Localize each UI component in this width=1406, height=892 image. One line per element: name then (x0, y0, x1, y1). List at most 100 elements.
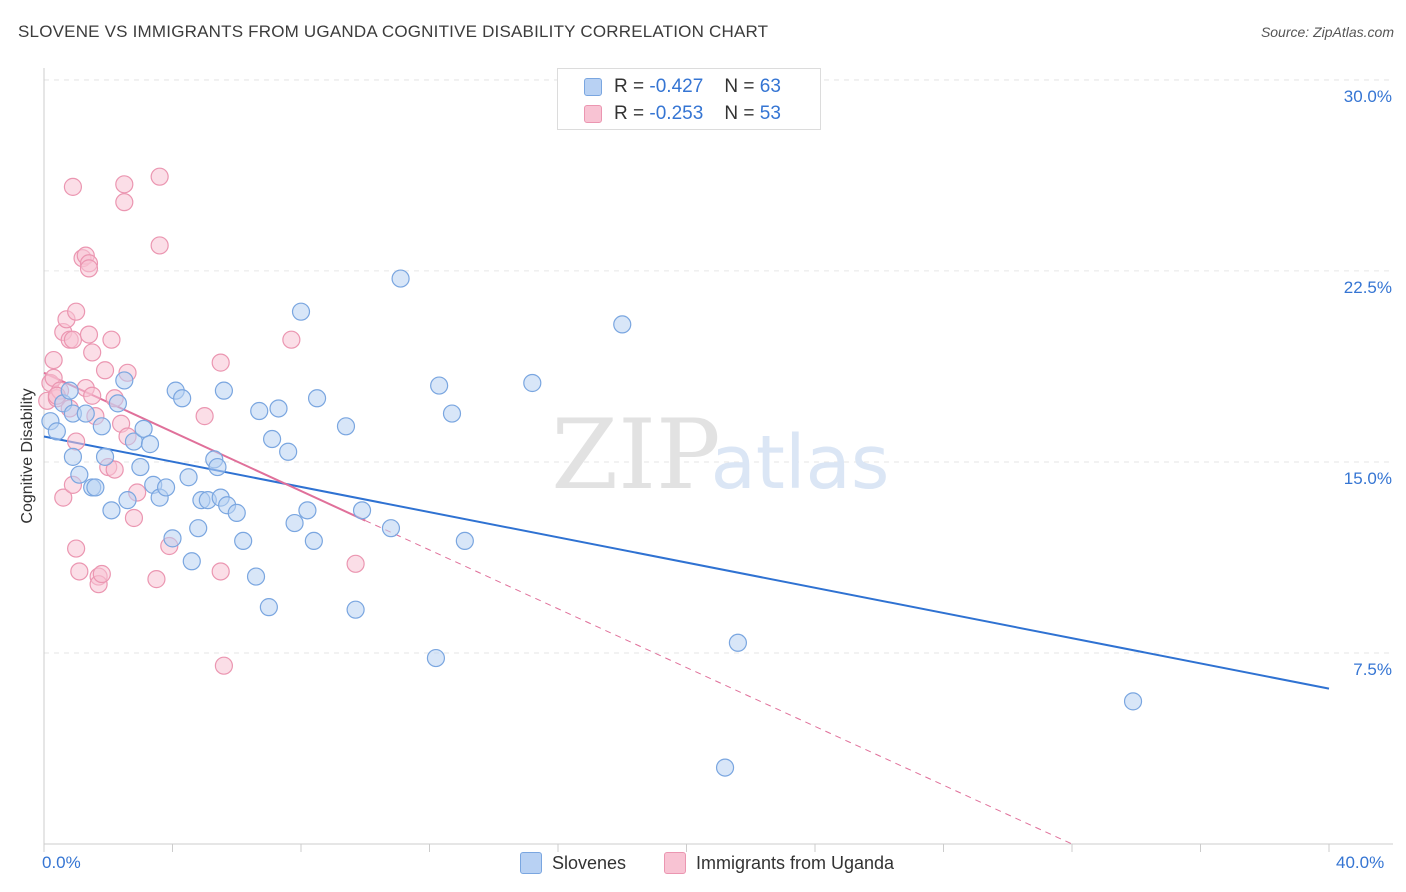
slovenes-points (41, 269, 1143, 777)
gridlines (44, 79, 1393, 654)
slovenes-point-15 (118, 491, 137, 510)
slovenes-legend-swatch (520, 852, 542, 875)
r-label: R = (614, 76, 645, 97)
trendline-2 (365, 520, 1073, 845)
uganda-point-17 (70, 562, 89, 581)
slovenes-point-62 (1123, 692, 1143, 711)
slovenes-point-1 (47, 422, 66, 441)
slovenes-point-38 (246, 567, 266, 586)
x-tick-label-min: 0.0% (42, 853, 81, 872)
slovenes-point-48 (307, 389, 327, 408)
slovenes-point-56 (442, 404, 462, 423)
slovenes-point-46 (298, 501, 317, 520)
slovenes-swatch (584, 78, 602, 96)
slovenes-point-54 (426, 648, 446, 668)
watermark-zip: ZIP (551, 399, 720, 511)
slovenes-point-40 (259, 598, 278, 617)
n-label: N = (724, 103, 755, 124)
uganda-point-46 (211, 353, 230, 372)
slovenes-point-7 (76, 404, 95, 423)
slovenes-point-5 (63, 447, 83, 466)
slovenes-point-17 (131, 457, 150, 477)
slovenes-point-57 (455, 531, 474, 551)
slovenes-point-19 (140, 435, 160, 454)
axes (43, 68, 1393, 852)
slovenes-point-61 (728, 633, 748, 652)
slovenes-point-9 (86, 478, 105, 497)
slovenes-point-23 (163, 529, 182, 548)
slovenes-point-52 (381, 519, 401, 538)
uganda-point-25 (83, 386, 102, 405)
slovenes-point-36 (227, 503, 246, 522)
uganda-point-43 (150, 167, 169, 186)
slovenes-point-25 (173, 389, 192, 408)
uganda-point-41 (147, 570, 166, 589)
slovenes-point-22 (156, 478, 176, 497)
slovenes-point-14 (115, 371, 134, 390)
r-label: R = (614, 103, 645, 124)
slovenes-point-13 (108, 394, 127, 413)
uganda-point-42 (150, 236, 169, 255)
uganda-point-36 (115, 193, 134, 212)
slovenes-point-45 (291, 302, 311, 321)
uganda-point-30 (95, 361, 115, 380)
watermark-atlas: atlas (711, 420, 890, 506)
slovenes-point-6 (70, 465, 89, 484)
slovenes-point-27 (182, 552, 201, 571)
slovenes-point-43 (279, 442, 298, 461)
slovenes-point-26 (179, 468, 198, 487)
uganda-r-value: -0.253 (649, 103, 704, 124)
slovenes-point-34 (214, 381, 233, 400)
y-tick-label-22-5: 22.5% (1343, 278, 1392, 297)
uganda-point-51 (105, 460, 124, 479)
slovenes-point-42 (269, 399, 288, 418)
slovenes-point-10 (92, 417, 111, 436)
slovenes-point-53 (391, 269, 410, 288)
slovenes-point-39 (250, 401, 269, 421)
uganda-point-13 (63, 177, 83, 196)
slovenes-point-18 (134, 419, 153, 438)
uganda-point-6 (54, 488, 73, 507)
slovenes-r-value: -0.427 (649, 76, 704, 97)
slovenes-point-37 (234, 531, 253, 551)
uganda-point-39 (124, 508, 144, 528)
uganda-legend-swatch (664, 852, 686, 875)
slovenes-point-55 (430, 376, 449, 395)
uganda-point-23 (79, 259, 99, 278)
slovenes-n-value: 63 (759, 76, 781, 97)
uganda-point-48 (214, 656, 233, 675)
slovenes-point-44 (285, 513, 304, 533)
legend-item-uganda: Immigrants from Uganda (664, 852, 895, 875)
uganda-point-16 (67, 539, 86, 558)
slovenes-point-41 (262, 429, 282, 449)
slovenes-point-12 (102, 501, 121, 520)
uganda-point-14 (67, 302, 86, 321)
slovenes-point-51 (352, 501, 372, 520)
x-tick-label-max: 40.0% (1336, 853, 1385, 872)
uganda-point-3 (44, 350, 63, 370)
slovenes-point-59 (613, 315, 632, 334)
uganda-point-32 (102, 330, 121, 349)
slovenes-point-49 (336, 417, 356, 436)
legend-item-slovenes: Slovenes (520, 852, 627, 875)
trendline-0 (43, 435, 1330, 690)
uganda-point-29 (92, 564, 111, 584)
uganda-point-35 (115, 175, 134, 194)
uganda-point-22 (79, 325, 99, 344)
uganda-point-50 (346, 554, 365, 573)
slovenes-point-60 (715, 758, 735, 777)
stats-legend: R = -0.427 N = 63 R = -0.253 N = 53 (557, 68, 821, 130)
uganda-point-47 (211, 562, 230, 581)
uganda-point-12 (63, 330, 83, 349)
slovenes-point-11 (95, 447, 115, 466)
uganda-legend-label: Immigrants from Uganda (696, 852, 895, 873)
slovenes-point-28 (189, 519, 208, 538)
uganda-swatch (584, 105, 602, 123)
chart-title: SLOVENE VS IMMIGRANTS FROM UGANDA COGNIT… (18, 22, 769, 41)
watermark: ZIP atlas (551, 399, 889, 511)
slovenes-point-47 (304, 531, 323, 551)
source-credit: Source: ZipAtlas.com (1260, 24, 1394, 40)
slovenes-point-32 (208, 457, 227, 477)
slovenes-legend-label: Slovenes (552, 852, 627, 873)
